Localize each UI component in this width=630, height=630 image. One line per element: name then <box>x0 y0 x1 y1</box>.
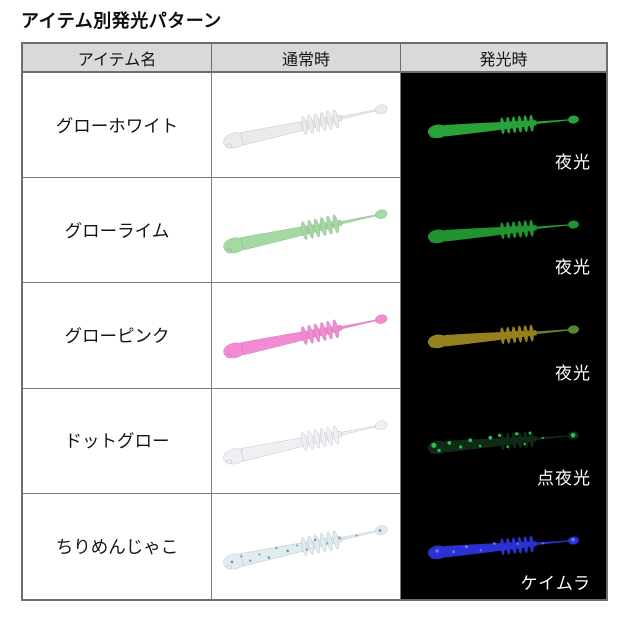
glow-type-label: 夜光 <box>555 258 591 278</box>
page-title: アイテム別発光パターン <box>21 11 222 31</box>
normal-image-cell <box>212 178 401 284</box>
lure-normal-glow-pink <box>221 308 390 363</box>
item-name-chirimenjako: ちりめんじゃこ <box>23 493 212 599</box>
glitter-speckles <box>230 529 382 564</box>
glow-image-cell: 夜光 <box>401 73 606 179</box>
glow-type-label: ケイムラ <box>520 573 591 593</box>
lure-normal-dot-glow <box>221 413 390 468</box>
header-normal-state: 通常時 <box>212 44 401 73</box>
normal-image-cell <box>212 283 401 389</box>
item-name-glow-lime: グローライム <box>23 178 212 284</box>
lure-glow-glow-white <box>426 110 580 141</box>
header-glow-state: 発光時 <box>401 44 606 73</box>
header-item-name: アイテム名 <box>23 44 212 73</box>
lure-glow-glow-lime <box>426 215 580 246</box>
glow-image-cell: 夜光 <box>401 178 606 284</box>
glow-image-cell: 夜光 <box>401 283 606 389</box>
glow-image-cell: 点夜光 <box>401 388 606 494</box>
item-name-glow-pink: グローピンク <box>23 283 212 389</box>
item-name-dot-glow: ドットグロー <box>23 388 212 494</box>
lure-normal-chirimenjako <box>221 519 390 574</box>
glow-type-label: 夜光 <box>555 363 591 383</box>
lure-glow-chirimenjako <box>426 531 580 562</box>
glow-type-label: 夜光 <box>555 153 591 173</box>
lure-glow-glow-pink <box>426 321 580 352</box>
glow-pattern-table: アイテム名 通常時 発光時 グローホワイト 夜光 グローライム 夜 <box>21 42 608 601</box>
normal-image-cell <box>212 493 401 599</box>
lure-normal-glow-white <box>221 98 390 153</box>
item-name-glow-white: グローホワイト <box>23 73 212 179</box>
glow-type-label: 点夜光 <box>537 468 591 488</box>
normal-image-cell <box>212 388 401 494</box>
lure-glow-dot-glow <box>426 426 580 457</box>
glow-image-cell: ケイムラ <box>401 493 606 599</box>
normal-image-cell <box>212 73 401 179</box>
lure-normal-glow-lime <box>221 203 390 258</box>
